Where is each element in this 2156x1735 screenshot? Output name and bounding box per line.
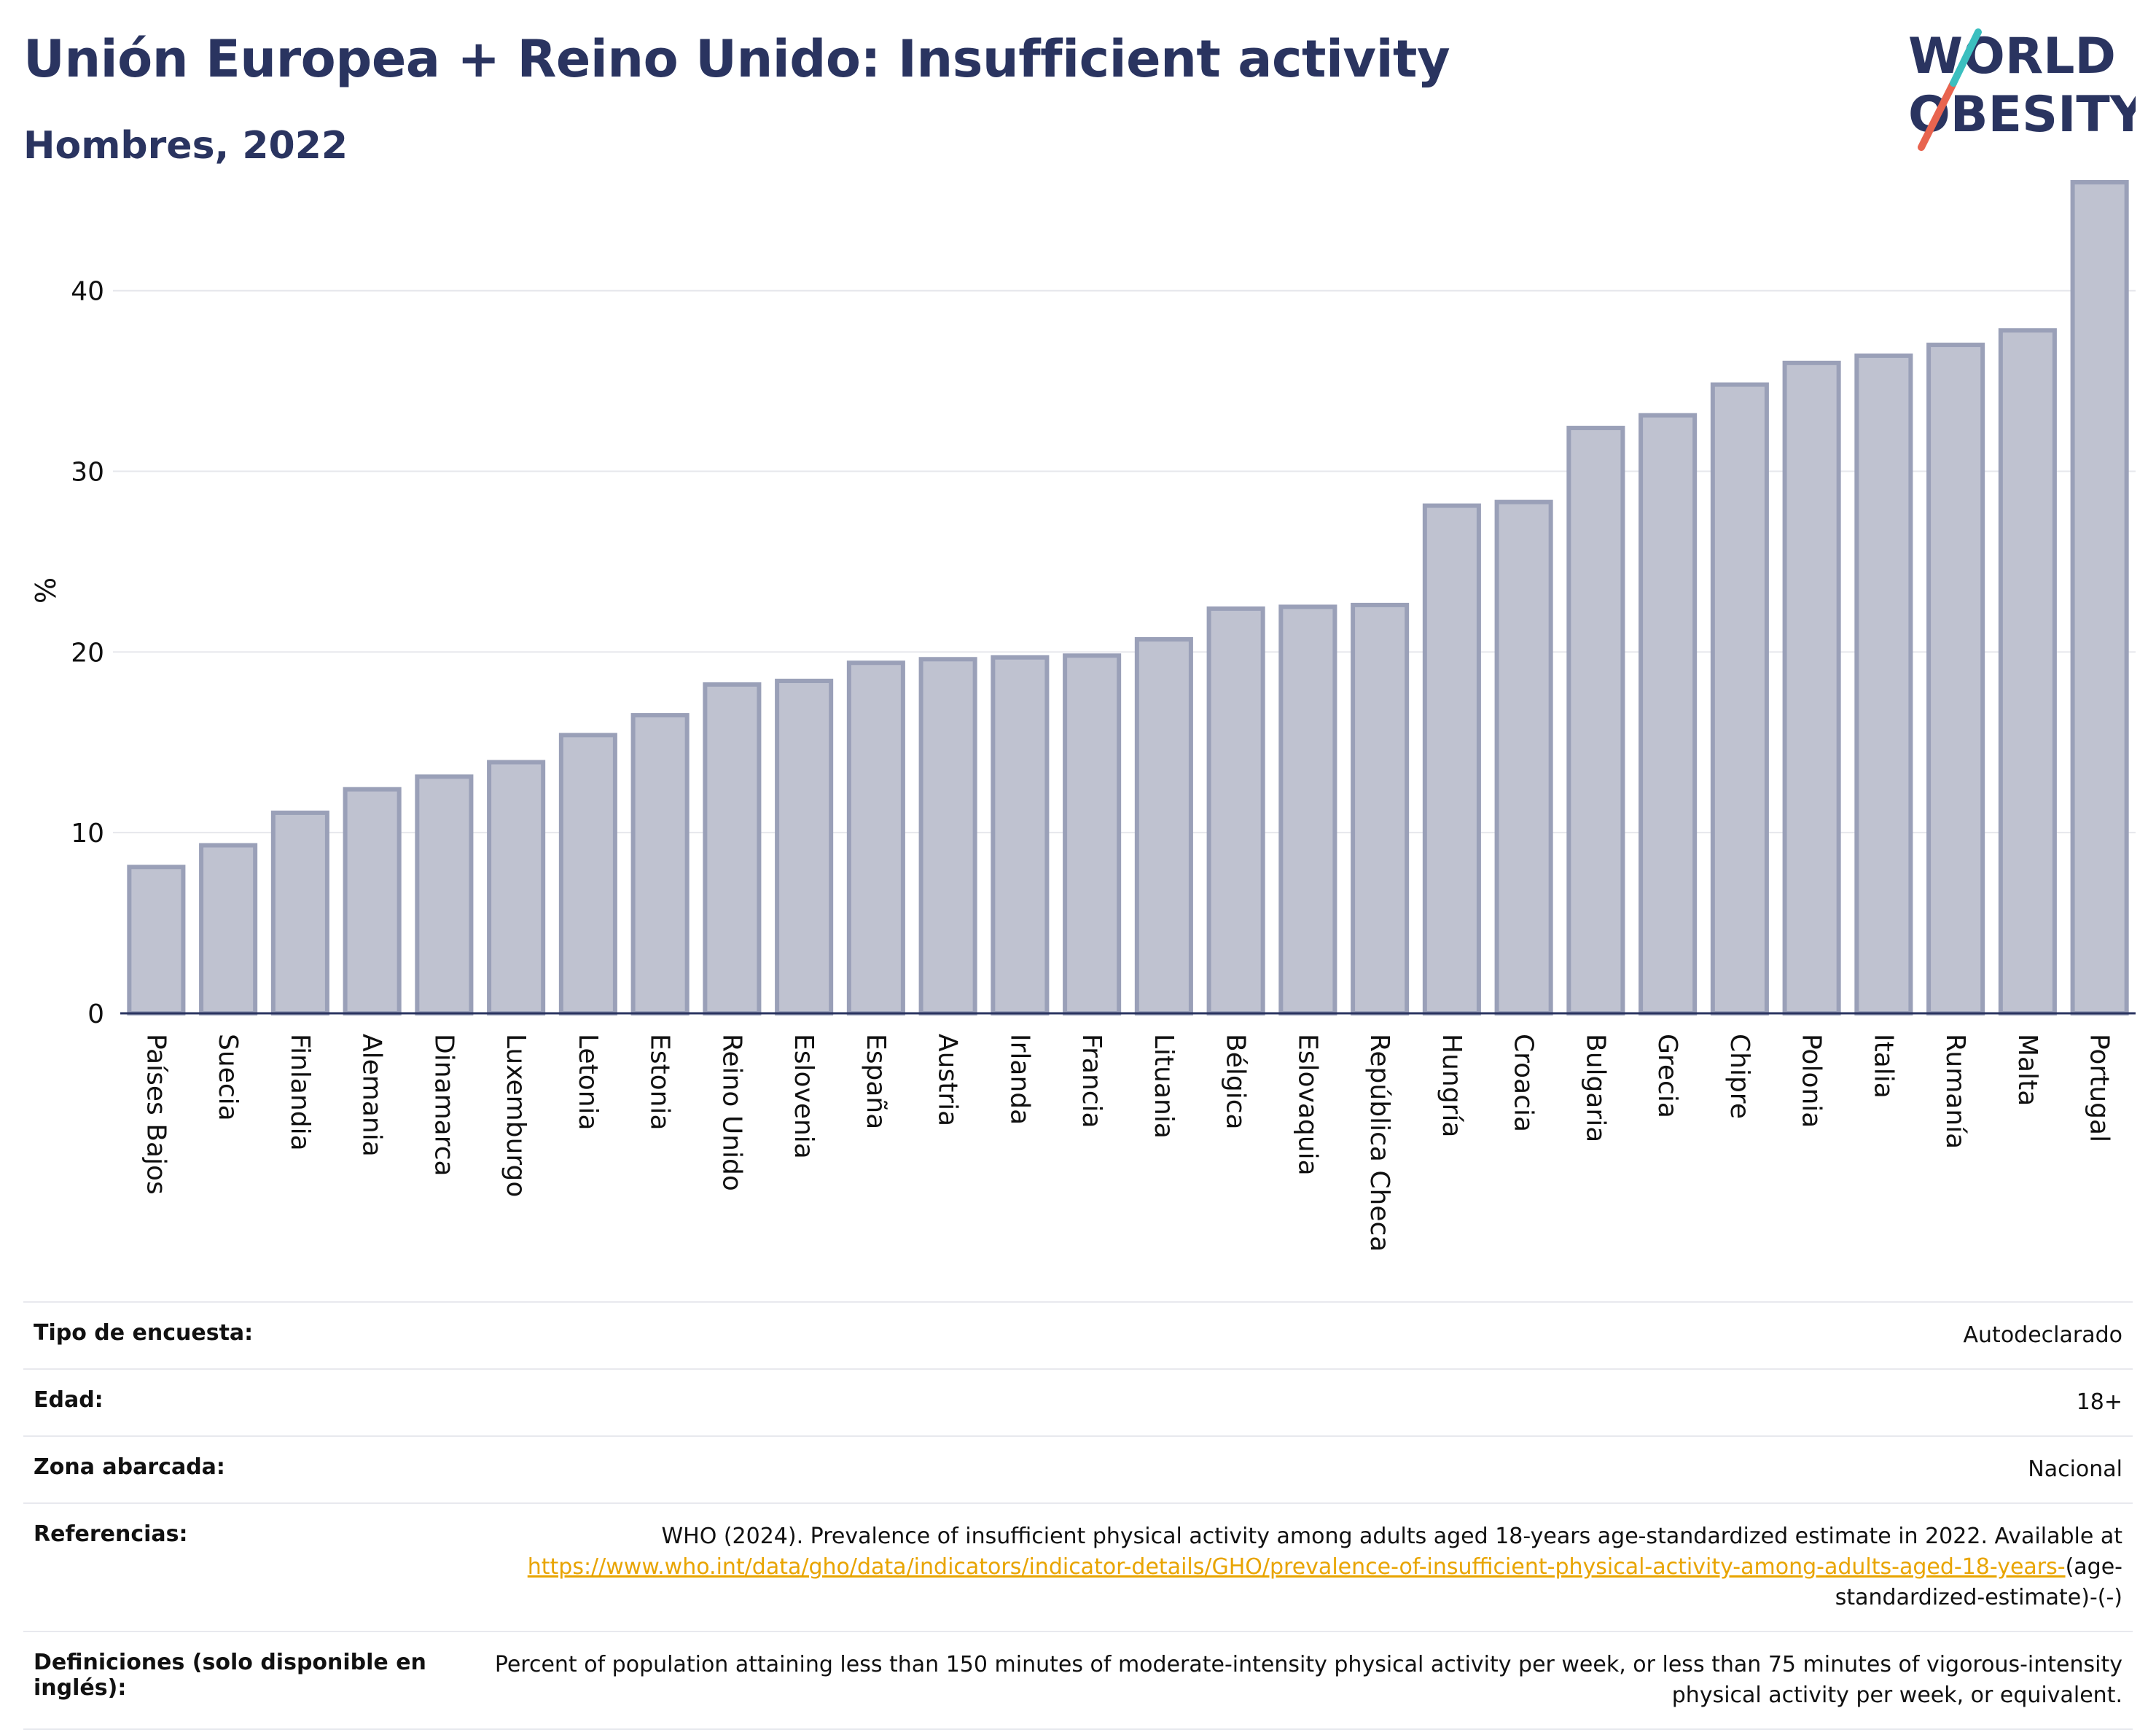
x-tick-label: Malta <box>2012 1034 2042 1106</box>
y-tick-labels: 0 10 20 30 40 <box>71 277 104 1029</box>
bar <box>1278 604 1337 1015</box>
y-tick-label: 40 <box>71 277 104 307</box>
info-label: Edad: <box>23 1368 452 1436</box>
bar <box>1206 606 1265 1015</box>
info-row-references: Referencias: WHO (2024). Prevalence of i… <box>23 1502 2133 1631</box>
bar <box>1494 499 1553 1015</box>
chart-title: Unión Europea + Reino Unido: Insufficien… <box>23 29 1450 89</box>
x-tick-label: Bélgica <box>1221 1034 1251 1130</box>
x-tick-label: República Checa <box>1364 1034 1394 1252</box>
bars <box>127 180 2129 1016</box>
world-obesity-logo: WORLD OBESITY <box>1908 28 2136 151</box>
bar <box>1134 637 1193 1015</box>
info-row-survey-type: Tipo de encuesta: Autodeclarado <box>23 1301 2133 1369</box>
x-tick-label: Letonia <box>573 1034 603 1131</box>
info-row-coverage: Zona abarcada: Nacional <box>23 1435 2133 1503</box>
logo-slash-coral <box>1918 79 1957 151</box>
bar <box>1351 602 1410 1015</box>
bar <box>558 733 617 1015</box>
info-label: Referencias: <box>23 1502 452 1631</box>
x-tick-label: Eslovaquia <box>1292 1034 1322 1176</box>
bar <box>1782 360 1841 1015</box>
bar <box>2070 180 2129 1015</box>
info-label: Tipo de encuesta: <box>23 1301 452 1369</box>
chart-subtitle: Hombres, 2022 <box>23 124 348 168</box>
bar <box>703 682 762 1016</box>
y-tick-label: 0 <box>87 999 104 1029</box>
logo-line1: WORLD <box>1908 28 2116 85</box>
bar <box>127 865 186 1015</box>
info-value: WHO (2024). Prevalence of insufficient p… <box>452 1502 2133 1631</box>
info-value: Nacional <box>452 1435 2133 1503</box>
bar <box>775 679 834 1015</box>
x-tick-label: Bulgaria <box>1580 1034 1610 1142</box>
info-value: 18+ <box>452 1368 2133 1436</box>
bar <box>415 774 474 1015</box>
x-tick-label: Rumanía <box>1940 1034 1970 1149</box>
reference-suffix: (age-standardized-estimate)-(-) <box>1835 1554 2122 1610</box>
bar <box>918 657 977 1015</box>
info-row-age: Edad: 18+ <box>23 1368 2133 1436</box>
bar <box>199 843 258 1015</box>
x-tick-label: Chipre <box>1725 1034 1754 1119</box>
x-tick-label: Reino Unido <box>716 1034 746 1191</box>
bar <box>1566 426 1625 1015</box>
info-value: Autodeclarado <box>452 1301 2133 1369</box>
bar <box>343 787 402 1016</box>
x-tick-label: Hungría <box>1437 1034 1466 1137</box>
x-tick-label: Irlanda <box>1004 1034 1034 1125</box>
x-tick-label: España <box>861 1034 891 1129</box>
info-value: Percent of population attaining less tha… <box>452 1631 2133 1730</box>
x-tick-label: Grecia <box>1652 1034 1682 1118</box>
bar <box>1854 353 1913 1016</box>
bar <box>270 810 329 1016</box>
logo-slash-teal <box>1950 28 1982 87</box>
y-tick-label: 30 <box>71 458 104 488</box>
bar <box>1422 503 1481 1015</box>
x-tick-label: Lituania <box>1149 1034 1179 1139</box>
x-tick-label: Estonia <box>645 1034 675 1131</box>
info-table: Tipo de encuesta: Autodeclarado Edad: 18… <box>23 1301 2133 1730</box>
x-tick-label: Eslovenia <box>789 1034 819 1159</box>
y-tick-label: 10 <box>71 819 104 849</box>
x-tick-label: Croacia <box>1509 1034 1539 1132</box>
x-tick-label: Finlandia <box>285 1034 315 1151</box>
y-axis-label: % <box>30 577 62 604</box>
bar <box>1710 382 1769 1015</box>
info-label: Definiciones (solo disponible en inglés)… <box>23 1631 452 1730</box>
x-tick-label: Suecia <box>213 1034 243 1121</box>
reference-text: WHO (2024). Prevalence of insufficient p… <box>661 1524 2122 1549</box>
x-tick-label: Francia <box>1077 1034 1106 1128</box>
x-tick-label: Dinamarca <box>429 1034 458 1177</box>
x-tick-label: Países Bajos <box>141 1034 171 1195</box>
bar <box>1998 328 2057 1015</box>
bar-chart: 0 10 20 30 40 Países Bajos Suecia Finlandia Ale… <box>30 180 2136 1252</box>
bar <box>991 655 1050 1015</box>
info-label: Zona abarcada: <box>23 1435 452 1503</box>
x-tick-label: Portugal <box>2085 1034 2114 1142</box>
bar <box>1063 653 1122 1015</box>
bar <box>1639 413 1698 1015</box>
reference-link[interactable]: https://www.who.int/data/gho/data/indica… <box>527 1554 2066 1580</box>
bar <box>630 713 690 1016</box>
x-tick-label: Austria <box>933 1034 963 1126</box>
x-tick-labels: Países Bajos Suecia Finlandia Alemania Dinam… <box>141 1034 2114 1252</box>
bar <box>487 760 546 1015</box>
x-tick-label: Polonia <box>1797 1034 1827 1128</box>
x-tick-label: Italia <box>1868 1034 1898 1099</box>
info-row-definitions: Definiciones (solo disponible en inglés)… <box>23 1631 2133 1730</box>
x-tick-label: Luxemburgo <box>501 1034 531 1197</box>
bar <box>846 660 905 1016</box>
y-tick-label: 20 <box>71 638 104 668</box>
x-tick-label: Alemania <box>357 1034 387 1157</box>
bar <box>1926 343 1985 1016</box>
